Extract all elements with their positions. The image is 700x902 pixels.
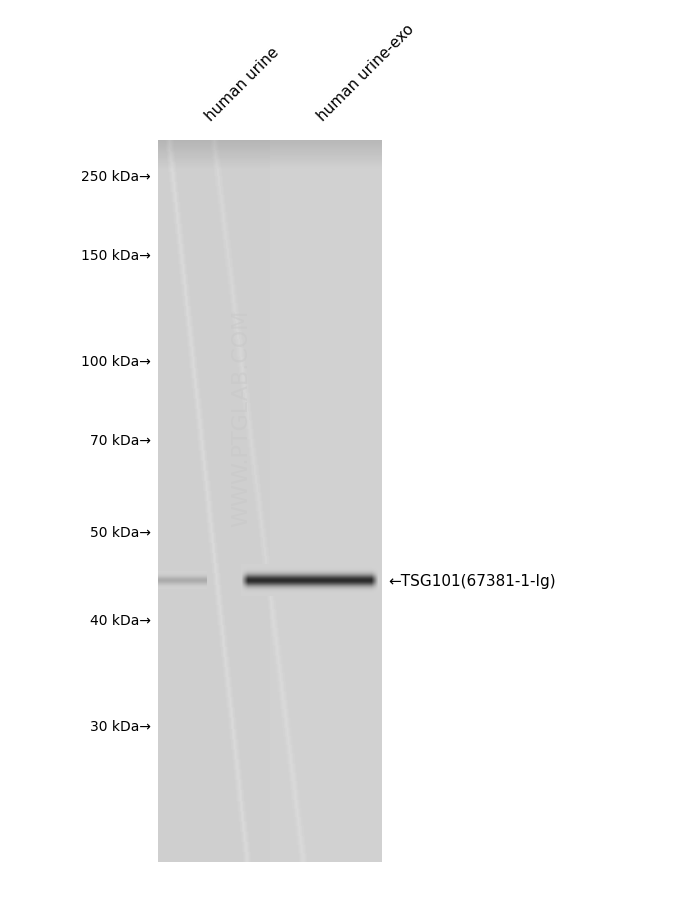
Text: 70 kDa→: 70 kDa→: [90, 433, 150, 447]
Text: 30 kDa→: 30 kDa→: [90, 719, 150, 733]
Text: 250 kDa→: 250 kDa→: [80, 170, 150, 183]
Text: ←TSG101(67381-1-Ig): ←TSG101(67381-1-Ig): [389, 574, 556, 588]
Text: 100 kDa→: 100 kDa→: [80, 354, 150, 368]
Text: 150 kDa→: 150 kDa→: [80, 249, 150, 262]
Text: 50 kDa→: 50 kDa→: [90, 526, 150, 539]
Text: WWW.PTGLAB.COM: WWW.PTGLAB.COM: [232, 309, 251, 527]
Text: human urine-exo: human urine-exo: [315, 22, 417, 124]
Text: human urine: human urine: [203, 44, 282, 124]
Text: 40 kDa→: 40 kDa→: [90, 613, 150, 628]
